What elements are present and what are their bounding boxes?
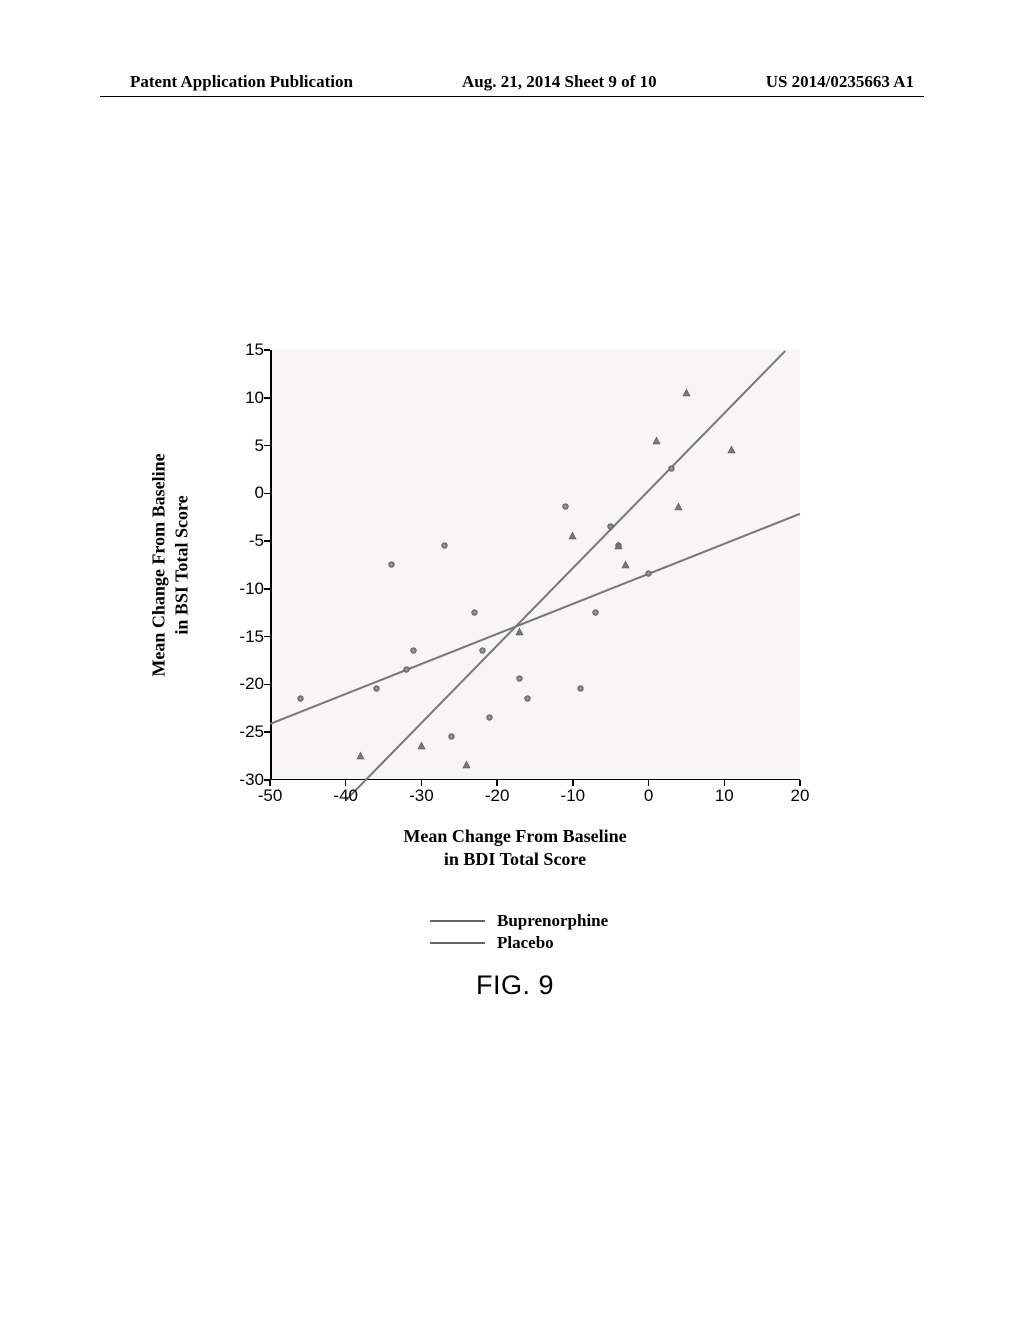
y-tick-label: -5 (230, 531, 264, 551)
trend-line-buprenorphine (270, 512, 801, 724)
legend: Buprenorphine Placebo (430, 910, 608, 954)
legend-label: Placebo (497, 933, 554, 953)
y-tick-label: -10 (230, 579, 264, 599)
circle-marker-icon (440, 537, 449, 546)
legend-item-placebo: Placebo (430, 932, 608, 954)
circle-marker-icon (667, 460, 676, 469)
y-tick (264, 636, 270, 638)
circle-marker-icon (387, 556, 396, 565)
header-center: Aug. 21, 2014 Sheet 9 of 10 (462, 72, 657, 92)
plot-area (270, 350, 800, 780)
y-tick-label: -25 (230, 722, 264, 742)
triangle-marker-icon (674, 498, 683, 507)
x-axis-title: Mean Change From Baseline in BDI Total S… (403, 825, 626, 872)
triangle-marker-icon (614, 537, 623, 546)
circle-marker-icon (591, 604, 600, 613)
circle-marker-icon (402, 661, 411, 670)
scatter-plot: Mean Change From Baseline in BSI Total S… (230, 350, 800, 780)
triangle-marker-icon (621, 556, 630, 565)
circle-marker-icon (372, 680, 381, 689)
x-tick-label: -50 (258, 786, 283, 806)
x-axis-title-line2: in BDI Total Score (444, 849, 586, 869)
triangle-marker-icon (356, 747, 365, 756)
plot-background (270, 350, 800, 780)
circle-marker-icon (644, 565, 653, 574)
y-tick-label: -15 (230, 627, 264, 647)
circle-marker-icon (576, 680, 585, 689)
triangle-marker-icon (417, 737, 426, 746)
y-tick (264, 540, 270, 542)
legend-line-icon (430, 920, 485, 922)
x-tick-label: 20 (791, 786, 810, 806)
legend-label: Buprenorphine (497, 911, 608, 931)
x-tick-label: -40 (333, 786, 358, 806)
header-right: US 2014/0235663 A1 (766, 72, 914, 92)
trend-line-placebo (345, 350, 785, 800)
figure-caption: FIG. 9 (476, 970, 554, 1001)
x-tick-label: -30 (409, 786, 434, 806)
y-tick (264, 684, 270, 686)
legend-item-buprenorphine: Buprenorphine (430, 910, 608, 932)
y-axis-title: Mean Change From Baseline in BSI Total S… (148, 415, 193, 715)
circle-marker-icon (561, 498, 570, 507)
y-tick (264, 588, 270, 590)
x-tick-label: 10 (715, 786, 734, 806)
circle-marker-icon (409, 642, 418, 651)
x-tick-label: -10 (561, 786, 586, 806)
triangle-marker-icon (462, 756, 471, 765)
y-tick-label: 0 (230, 483, 264, 503)
y-tick (264, 397, 270, 399)
y-tick-label: -20 (230, 674, 264, 694)
y-tick (264, 349, 270, 351)
circle-marker-icon (470, 604, 479, 613)
triangle-marker-icon (652, 432, 661, 441)
circle-marker-icon (606, 518, 615, 527)
y-tick (264, 493, 270, 495)
triangle-marker-icon (682, 384, 691, 393)
legend-line-icon (430, 942, 485, 944)
x-tick-label: -20 (485, 786, 510, 806)
y-axis-title-line1: Mean Change From Baseline (149, 453, 169, 676)
x-tick-label: 0 (644, 786, 653, 806)
triangle-marker-icon (568, 527, 577, 536)
header-rule (100, 96, 924, 97)
y-tick-label: 10 (230, 388, 264, 408)
patent-header: Patent Application Publication Aug. 21, … (0, 72, 1024, 92)
y-tick (264, 445, 270, 447)
circle-marker-icon (485, 709, 494, 718)
y-tick (264, 731, 270, 733)
triangle-marker-icon (515, 623, 524, 632)
header-left: Patent Application Publication (130, 72, 353, 92)
y-axis-title-line2: in BSI Total Score (171, 495, 191, 634)
circle-marker-icon (296, 690, 305, 699)
x-axis-title-line1: Mean Change From Baseline (403, 826, 626, 846)
circle-marker-icon (515, 670, 524, 679)
circle-marker-icon (523, 690, 532, 699)
y-tick-label: 15 (230, 340, 264, 360)
circle-marker-icon (447, 728, 456, 737)
circle-marker-icon (478, 642, 487, 651)
triangle-marker-icon (727, 441, 736, 450)
figure-9: Mean Change From Baseline in BSI Total S… (140, 350, 890, 780)
y-tick-label: 5 (230, 436, 264, 456)
